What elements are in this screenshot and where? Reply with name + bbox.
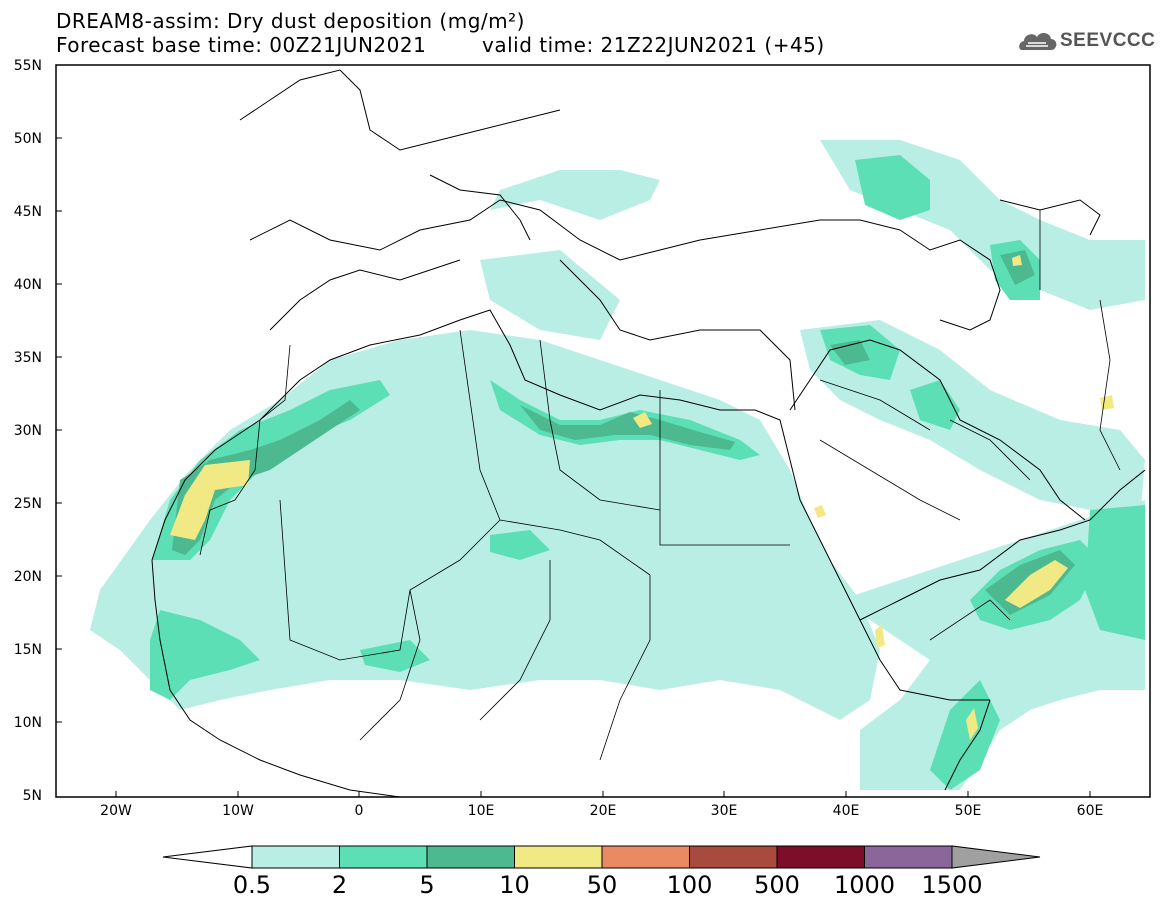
colorbar-label: 500 — [754, 871, 800, 899]
colorbar-segment — [514, 845, 603, 869]
lat-label: 20N — [14, 569, 42, 585]
colorbar-segment — [339, 845, 428, 869]
colorbar-segment — [864, 845, 953, 869]
lat-label: 45N — [14, 204, 42, 220]
lat-label: 30N — [14, 423, 42, 439]
colorbar-segment — [251, 845, 340, 869]
lat-label: 10N — [14, 715, 42, 731]
colorbar-label: 50 — [587, 871, 618, 899]
colorbar-label: 2 — [332, 871, 347, 899]
lon-label: 20E — [590, 803, 617, 819]
lon-label: 20W — [100, 803, 132, 819]
coastlines — [151, 69, 1146, 798]
country-borders — [199, 210, 1121, 761]
colorbar-over-triangle — [951, 845, 1041, 869]
colorbar-label: 5 — [419, 871, 434, 899]
colorbar-segment — [426, 845, 515, 869]
lon-label: 0 — [355, 803, 364, 819]
colorbar-segment — [689, 845, 778, 869]
lat-label: 35N — [14, 350, 42, 366]
colorbar-under-triangle — [162, 845, 253, 869]
lat-label: 15N — [14, 642, 42, 658]
longitude-labels: 20W 10W 0 10E 20E 30E 40E 50E 60E — [100, 803, 1103, 819]
lon-label: 60E — [1077, 803, 1104, 819]
map-title: DREAM8-assim: Dry dust deposition (mg/m²… — [56, 9, 525, 33]
lon-label: 10E — [468, 803, 495, 819]
logo-text: SEEVCCC — [1060, 30, 1156, 51]
colorbar-label: 1000 — [834, 871, 895, 899]
dust-shading — [90, 140, 1145, 790]
colorbar-label: 0.5 — [233, 871, 271, 899]
cloud-logo-icon — [1019, 33, 1057, 50]
forecast-base-time: Forecast base time: 00Z21JUN2021 — [56, 33, 427, 57]
lon-label: 10W — [222, 803, 254, 819]
lon-label: 50E — [955, 803, 982, 819]
latitude-labels: 55N 50N 45N 40N 35N 30N 25N 20N 15N 10N … — [14, 58, 42, 804]
colorbar-segment — [601, 845, 690, 869]
lat-label: 50N — [14, 131, 42, 147]
valid-time: valid time: 21Z22JUN2021 (+45) — [482, 33, 825, 57]
lat-label: 5N — [23, 788, 42, 804]
colorbar-label: 10 — [499, 871, 530, 899]
colorbar-segment — [776, 845, 865, 869]
colorbar: 0.5 2 5 10 50 100 500 1000 1500 — [162, 845, 1041, 899]
lat-label: 25N — [14, 496, 42, 512]
lon-label: 40E — [833, 803, 860, 819]
lon-label: 30E — [711, 803, 738, 819]
lat-label: 40N — [14, 277, 42, 293]
lat-label: 55N — [14, 58, 42, 74]
colorbar-label: 100 — [667, 871, 713, 899]
colorbar-label: 1500 — [921, 871, 982, 899]
